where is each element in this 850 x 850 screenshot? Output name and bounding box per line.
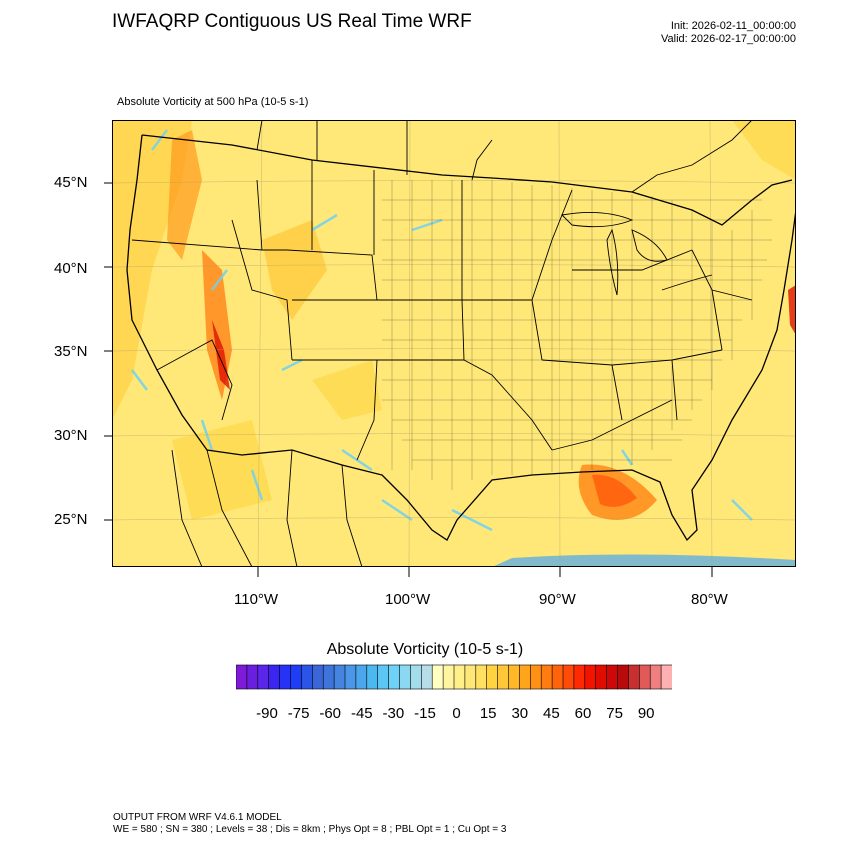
colorbar-label: 90 xyxy=(637,705,655,722)
colorbar-cell xyxy=(410,664,422,690)
lat-label-30: 30°N xyxy=(54,427,88,444)
colorbar-cell xyxy=(333,664,346,690)
colorbar-cell xyxy=(377,664,390,690)
colorbar-cell xyxy=(562,664,575,690)
negative-vorticity-streaks xyxy=(131,129,753,532)
great-lakes xyxy=(561,211,713,296)
colorbar-label: 75 xyxy=(606,705,623,722)
model-info: OUTPUT FROM WRF V4.6.1 MODEL xyxy=(113,812,282,823)
vorticity-patch-northeast xyxy=(732,120,796,180)
vorticity-maximum-pacific-nw xyxy=(167,130,202,260)
colorbar-cell xyxy=(595,664,608,690)
vorticity-core-gulf xyxy=(592,474,637,507)
colorbar-label: 30 xyxy=(511,705,529,722)
colorbar-cell xyxy=(519,664,531,690)
colorbar-label: 45 xyxy=(543,705,560,722)
negative-vorticity-band-south xyxy=(492,554,796,567)
colorbar-cell xyxy=(638,664,651,690)
colorbar-label: -30 xyxy=(382,705,405,722)
colorbar-cell xyxy=(540,664,553,690)
colorbar-label: 15 xyxy=(479,705,497,722)
lon-label-80: 80°W xyxy=(691,591,728,608)
colorbar-cell xyxy=(508,664,520,690)
canada-boundaries xyxy=(256,120,753,193)
model-config: WE = 580 ; SN = 380 ; Levels = 38 ; Dis … xyxy=(113,824,507,835)
colorbar-cell xyxy=(584,664,597,690)
colorbar-cell xyxy=(366,664,379,690)
vorticity-map xyxy=(112,120,796,567)
colorbar-cell xyxy=(442,664,455,690)
colorbar-cell xyxy=(399,664,411,690)
colorbar-title: Absolute Vorticity (10-5 s-1) xyxy=(326,641,524,658)
colorbar-label: -75 xyxy=(287,705,310,722)
colorbar-cell xyxy=(628,664,640,690)
colorbar-cell xyxy=(312,664,324,690)
lat-ticks xyxy=(104,182,112,521)
colorbar-cell xyxy=(388,664,401,690)
time-info: Init: 2026-02-11_00:00:00 Valid: 2026-02… xyxy=(661,20,796,46)
colorbar-cell xyxy=(421,664,433,690)
colorbar xyxy=(236,664,672,690)
colorbar-cell xyxy=(344,664,357,690)
map-frame xyxy=(112,120,796,567)
colorbar-cell xyxy=(257,664,270,690)
colorbar-cell xyxy=(475,664,488,690)
colorbar-cell xyxy=(617,664,629,690)
colorbar-cell xyxy=(649,664,662,690)
valid-time: Valid: 2026-02-17_00:00:00 xyxy=(661,33,796,45)
vorticity-max-atlantic xyxy=(788,285,796,335)
vorticity-patch-rockies xyxy=(262,220,327,320)
lat-label-35: 35°N xyxy=(54,343,88,360)
colorbar-cell xyxy=(355,664,368,690)
colorbar-cell xyxy=(497,664,510,690)
lat-label-25: 25°N xyxy=(54,511,88,528)
colorbar-cell xyxy=(236,664,248,690)
colorbar-label: -45 xyxy=(350,705,373,722)
county-boundaries xyxy=(382,180,772,490)
lat-label-45: 45°N xyxy=(54,174,88,191)
colorbar-cell xyxy=(486,664,499,690)
lon-ticks xyxy=(257,567,713,577)
colorbar-cell xyxy=(529,664,542,690)
colorbar-cell xyxy=(322,664,335,690)
colorbar-cell xyxy=(268,664,281,690)
colorbar-cell xyxy=(660,664,672,690)
vorticity-patch-mexico xyxy=(172,420,272,520)
lon-label-100: 100°W xyxy=(385,591,431,608)
lon-label-110: 110°W xyxy=(234,591,279,608)
lon-label-90: 90°W xyxy=(539,591,576,608)
mexico-boundaries xyxy=(171,449,363,567)
colorbar-cell xyxy=(279,664,292,690)
colorbar-cell xyxy=(290,664,302,690)
colorbar-label: 0 xyxy=(452,705,461,722)
vorticity-patch-southwest xyxy=(312,360,382,420)
colorbar-label: -90 xyxy=(256,705,278,722)
graticule xyxy=(112,120,796,567)
colorbar-label: 60 xyxy=(574,705,592,722)
colorbar-cell xyxy=(551,664,564,690)
init-time: Init: 2026-02-11_00:00:00 xyxy=(670,20,796,32)
colorbar-cell xyxy=(573,664,586,690)
country-boundaries xyxy=(126,134,796,542)
lat-label-40: 40°N xyxy=(54,260,88,277)
colorbar-label: -60 xyxy=(319,705,342,722)
colorbar-cell xyxy=(246,664,259,690)
colorbar-label: -15 xyxy=(414,705,436,722)
colorbar-cell xyxy=(606,664,619,690)
colorbar-cell xyxy=(453,664,466,690)
vorticity-max-nevada xyxy=(212,320,230,390)
colorbar-cell xyxy=(301,664,313,690)
colorbar-cell xyxy=(464,664,477,690)
colorbar-cell xyxy=(431,664,444,690)
plot-title: IWFAQRP Contiguous US Real Time WRF xyxy=(112,11,472,32)
field-label: Absolute Vorticity at 500 hPa (10-5 s-1) xyxy=(117,96,309,108)
